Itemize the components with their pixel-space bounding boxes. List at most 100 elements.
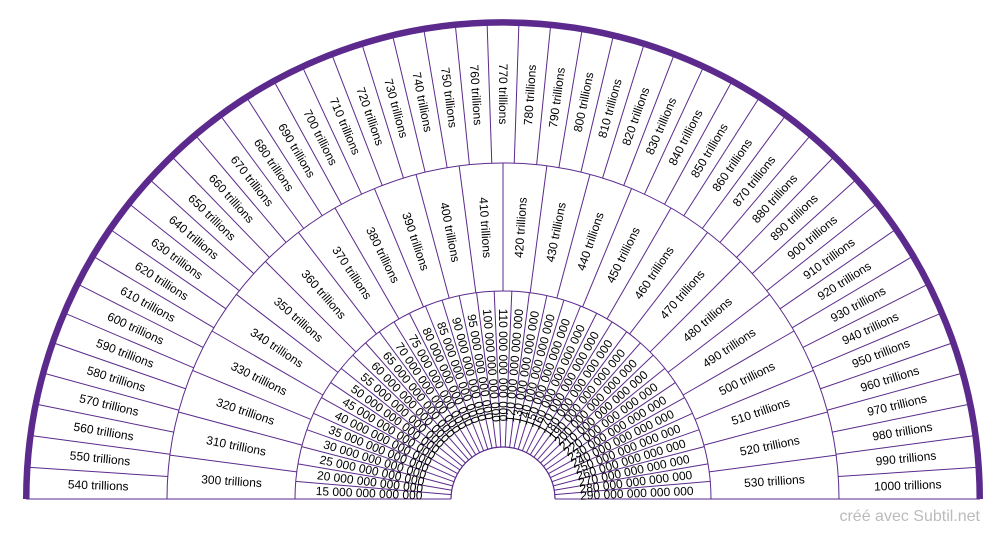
segment-divider [236, 294, 339, 373]
segment-divider [169, 454, 297, 473]
segment-divider [545, 382, 676, 471]
segment-divider [533, 331, 628, 458]
segment-divider [415, 174, 450, 299]
segment-divider [838, 466, 976, 478]
segment-label: 810 trillions [595, 77, 625, 139]
segment-label: 580 trillions [85, 363, 147, 394]
segment-divider [701, 117, 785, 229]
segment-divider [55, 343, 186, 390]
segment-label: 390 trillions [399, 210, 432, 272]
segment-divider [378, 331, 473, 458]
segment-divider [211, 330, 324, 396]
segment-divider [221, 117, 305, 229]
segment-label: 340 trillions [248, 325, 306, 370]
segment-divider [529, 321, 613, 455]
segment-label: 530 trillions [744, 472, 805, 490]
segment-divider [458, 165, 477, 293]
segment-label: 510 trillions [730, 395, 792, 428]
segment-divider [540, 354, 654, 464]
segment-divider [476, 292, 497, 448]
segment-label: 310 trillions [205, 433, 267, 459]
segment-divider [550, 412, 693, 479]
segment-divider [458, 295, 493, 449]
segment-divider [513, 25, 520, 164]
segment-divider [751, 180, 855, 274]
segment-divider [551, 429, 700, 483]
segment-divider [352, 354, 466, 464]
segment-label: 420 trillions [512, 197, 530, 258]
segment-divider [45, 373, 180, 411]
segment-label: 360 trillions [298, 267, 349, 322]
segment-label: 760 trillions [467, 64, 485, 126]
segment-label: 350 trillions [271, 294, 326, 345]
segment-label: 550 trillions [69, 448, 131, 468]
segment-label: 480 trillions [680, 294, 735, 345]
segment-divider [486, 25, 493, 164]
segment-divider [301, 446, 453, 487]
segment-divider [525, 313, 598, 453]
segment-divider [408, 313, 481, 453]
segment-divider [766, 204, 876, 292]
segment-divider [779, 230, 895, 310]
segment-divider [455, 27, 470, 165]
segment-divider [509, 292, 530, 448]
segment-label: 400 trillions [437, 201, 463, 263]
segment-divider [558, 31, 583, 168]
segment-divider [330, 382, 461, 471]
segment-label: 770 trillions [496, 64, 510, 125]
segment-divider [521, 305, 582, 451]
segment-label: 960 trillions [859, 363, 921, 394]
segment-divider [424, 305, 485, 451]
segment-divider [265, 261, 357, 353]
segment-label: 380 trillions [363, 225, 402, 286]
segment-divider [543, 367, 666, 467]
segment-divider [38, 404, 174, 433]
segment-divider [553, 446, 705, 487]
segment-label: 470 trillions [657, 267, 708, 322]
segment-divider [812, 313, 940, 369]
segment-divider [493, 291, 502, 448]
segment-divider [694, 369, 814, 420]
segment-divider [548, 397, 685, 475]
segment-divider [629, 232, 708, 335]
segment-label: 15 000 000 000 000 [315, 484, 423, 503]
segment-label: 980 trillions [871, 420, 933, 444]
segment-label: 300 trillions [201, 472, 262, 490]
segment-label: 520 trillions [739, 433, 801, 459]
segment-divider [643, 68, 703, 195]
segment-divider [556, 174, 591, 299]
segment-divider [392, 37, 426, 173]
segment-label: 110 000 000 000 000 [496, 309, 510, 422]
chart-lines [26, 24, 980, 500]
segment-divider [703, 411, 828, 446]
segment-divider [602, 46, 644, 179]
credit-text: créé avec Subtil.net [839, 508, 980, 525]
segment-divider [719, 136, 810, 243]
segment-divider [365, 342, 470, 461]
segment-divider [297, 463, 452, 491]
segment-divider [295, 480, 452, 496]
segment-divider [536, 342, 641, 461]
segment-divider [196, 136, 287, 243]
segment-divider [554, 480, 711, 496]
segment-divider [306, 429, 455, 483]
segment-label: 560 trillions [73, 420, 135, 444]
segment-divider [820, 343, 951, 390]
segment-divider [709, 454, 837, 473]
segment-divider [826, 373, 961, 411]
segment-label: 750 trillions [438, 67, 460, 129]
segment-divider [94, 257, 215, 329]
outer-border-arc [23, 19, 983, 500]
segment-divider [393, 321, 477, 455]
segment-divider [536, 27, 551, 165]
segment-divider [504, 291, 513, 448]
segment-divider [151, 180, 255, 274]
segment-divider [247, 99, 323, 217]
segment-divider [791, 257, 912, 329]
segment-label: 490 trillions [700, 325, 758, 370]
segment-divider [66, 313, 194, 369]
segment-label: 290 000 000 000 000 [580, 484, 694, 503]
segment-divider [79, 284, 204, 348]
segment-label: 440 trillions [574, 210, 607, 272]
